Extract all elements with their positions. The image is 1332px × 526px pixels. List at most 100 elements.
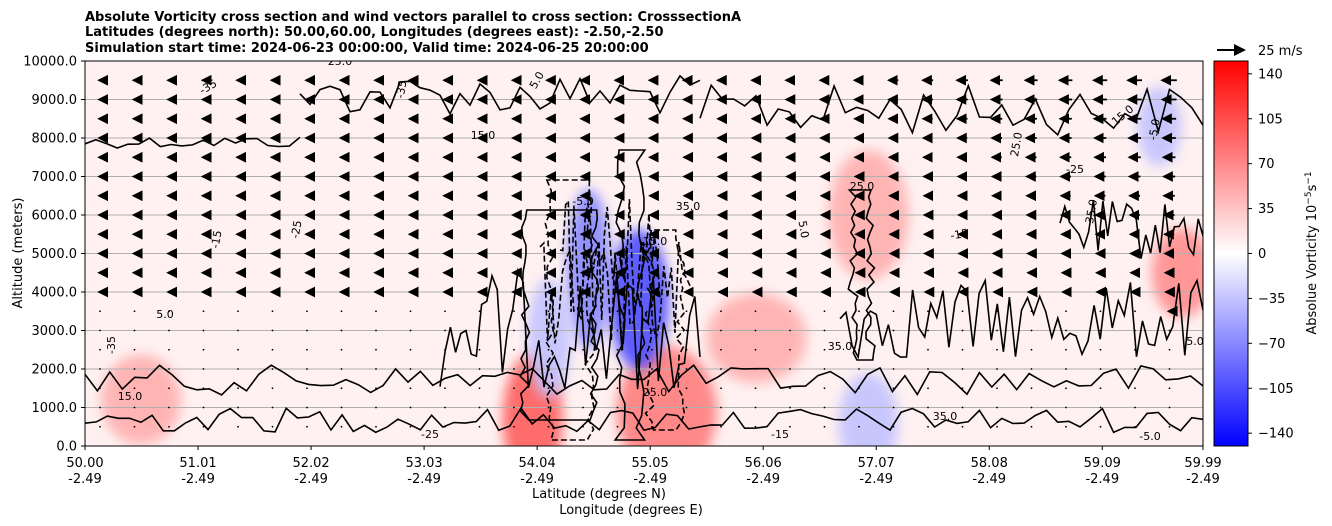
wind-vector: [961, 348, 964, 351]
contour-labels: 5.0 15.0 25.0 35.0 -5.0 -15 -25 -35 5.0 15.0 25.0 3…: [105, 61, 1203, 443]
wind-vector: [996, 348, 998, 351]
wind-vector: [616, 368, 619, 370]
wind-vector: [582, 406, 584, 409]
wind-vector: [133, 425, 136, 428]
x-tick-label-lon: -2.49: [407, 472, 441, 487]
wind-vector: [1134, 329, 1136, 332]
wind-vector: [202, 329, 205, 332]
wind-vector: [823, 348, 826, 351]
wind-vector: [651, 329, 653, 332]
wind-vector: [996, 368, 998, 370]
wind-vector: [271, 406, 274, 409]
wind-vector: [754, 387, 757, 390]
wind-vector: [858, 329, 860, 332]
wind-vector: [444, 425, 446, 428]
y-axis-label: Altitude (meters): [11, 198, 26, 309]
wind-vector: [340, 310, 343, 313]
wind-vector: [927, 329, 929, 332]
wind-vector: [444, 368, 446, 370]
quiver-key-label: 25 m/s: [1258, 44, 1303, 59]
wind-vector: [444, 406, 446, 409]
wind-vector: [685, 387, 688, 390]
positive-contour: [439, 267, 701, 390]
wind-vector: [478, 406, 481, 409]
positive-contour: [85, 136, 301, 149]
colorbar-tick-label: 0: [1258, 247, 1266, 262]
contour-label: 35.0: [933, 410, 958, 423]
wind-vector: [1134, 387, 1136, 390]
wind-vector: [306, 310, 308, 313]
y-tick-label: 6000.0: [32, 209, 78, 224]
colorbar-label: Absolue Vorticity 10−5s−1: [1304, 171, 1320, 334]
y-axis: 0.0 1000.0 2000.0 3000.0 4000.0 5000.0 6000.0 7…: [23, 55, 85, 455]
wind-vector: [306, 348, 308, 351]
wind-vector: [444, 387, 446, 390]
positive-contour: [699, 83, 1203, 137]
y-tick-label: 5000.0: [32, 247, 78, 262]
contour-label: 15.0: [471, 129, 496, 142]
wind-vector: [789, 310, 791, 313]
wind-vector: [685, 329, 688, 332]
y-tick-label: 4000.0: [32, 286, 78, 301]
wind-vector: [685, 425, 688, 428]
positive-vorticity-region: [100, 354, 181, 445]
wind-vector: [961, 406, 964, 409]
wind-vector: [202, 310, 205, 313]
wind-vector: [1030, 425, 1033, 428]
wind-vector: [1134, 406, 1136, 409]
wind-vector: [892, 425, 895, 428]
wind-vector: [340, 348, 343, 351]
wind-vector: [133, 406, 136, 409]
wind-vector: [1065, 387, 1067, 390]
wind-vector: [961, 368, 964, 370]
wind-vector: [789, 425, 791, 428]
colorbar-tick-label: −105: [1258, 382, 1294, 397]
wind-vector: [823, 406, 826, 409]
colorbar-gradient: [1213, 60, 1249, 447]
contour-label: -5.0: [1139, 430, 1160, 443]
wind-vector: [478, 348, 481, 351]
wind-vector: [237, 310, 239, 313]
wind-vector: [99, 425, 101, 428]
wind-vector: [927, 425, 929, 428]
wind-vector: [720, 329, 722, 332]
wind-vector: [754, 368, 757, 370]
wind-vector: [99, 329, 101, 332]
y-tick-label: 10000.0: [23, 55, 77, 70]
wind-vector: [340, 406, 343, 409]
wind-vector: [996, 387, 998, 390]
wind-vector: [202, 387, 205, 390]
wind-vector: [789, 387, 791, 390]
wind-vector: [582, 368, 584, 370]
wind-vector: [168, 310, 170, 313]
wind-vector: [375, 329, 377, 332]
positive-contour: [519, 209, 600, 421]
wind-vector: [685, 406, 688, 409]
wind-vector: [133, 387, 136, 390]
wind-vector: [1030, 348, 1033, 351]
x-tick-label-lon: -2.49: [746, 472, 780, 487]
x-tick-label-lon: -2.49: [294, 472, 328, 487]
x-axis-label-lat: Latitude (degrees N): [532, 487, 666, 502]
x-tick-label-lat: 56.06: [745, 456, 782, 471]
wind-vector: [306, 425, 308, 428]
x-tick-label-lon: -2.49: [181, 472, 215, 487]
wind-vector: [616, 406, 619, 409]
contour-label: 15.0: [118, 390, 143, 403]
wind-vector: [858, 387, 860, 390]
wind-vector: [133, 348, 136, 351]
contour-label: 25.0: [850, 180, 875, 193]
wind-vector: [375, 387, 377, 390]
wind-vector: [306, 368, 308, 370]
wind-vector: [1099, 387, 1102, 390]
contour-label: 25.0: [1008, 131, 1025, 157]
wind-vector: [1134, 348, 1136, 351]
wind-vector: [927, 348, 929, 351]
y-tick-label: 1000.0: [32, 401, 78, 416]
wind-vector: [168, 368, 170, 370]
wind-vector: [202, 368, 205, 370]
wind-vector: [237, 368, 239, 370]
wind-vector: [1168, 406, 1171, 409]
wind-vector: [306, 387, 308, 390]
wind-vector: [133, 329, 136, 332]
